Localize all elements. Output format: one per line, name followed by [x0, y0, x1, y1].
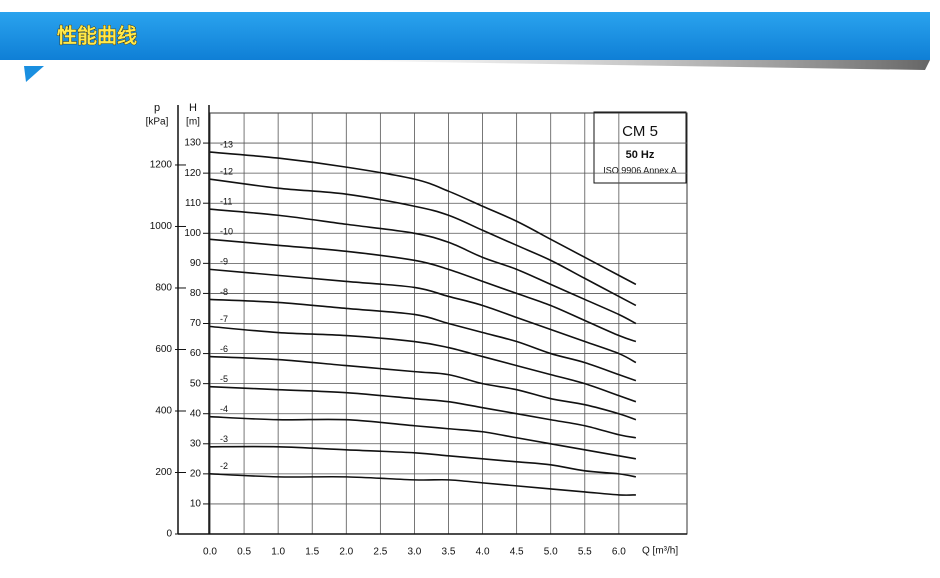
x-tick-label: 0.0 [203, 547, 217, 558]
x-tick-label: 6.0 [612, 547, 626, 558]
curve-label: -9 [220, 257, 228, 267]
y-tick-label: 100 [184, 228, 201, 239]
header-bar [0, 12, 930, 60]
y2-tick-label: 200 [155, 467, 172, 478]
pump-curve [209, 208, 637, 325]
x-tick-label: 2.5 [373, 547, 387, 558]
x-tick-label: 1.0 [271, 547, 285, 558]
info-frequency: 50 Hz [626, 149, 655, 161]
y-tick-label: 20 [190, 468, 202, 479]
y-tick-label: 110 [185, 198, 201, 209]
pump-curve [209, 473, 636, 496]
curve-label: -5 [220, 374, 228, 384]
y-tick-label: 120 [184, 168, 201, 179]
pump-curve [209, 385, 637, 439]
x-tick-label: 1.5 [305, 547, 319, 558]
y2-tick-label: 0 [166, 529, 172, 540]
pump-curve [209, 151, 637, 286]
y2-tick-label: 600 [155, 344, 172, 355]
y2-tick-label: 400 [155, 406, 172, 417]
y2-tick-label: 1200 [150, 160, 173, 171]
y2-label: p [154, 102, 160, 114]
y-tick-label: 80 [190, 288, 202, 299]
info-standard: ISO 9906 Annex A [603, 165, 677, 175]
y-tick-label: 10 [190, 499, 202, 510]
header-title: 性能曲线 [57, 23, 137, 47]
y-tick-label: 40 [190, 408, 202, 419]
x-label: Q [m³/h] [642, 546, 678, 557]
curve-label: -2 [220, 461, 228, 471]
pump-curve [209, 355, 637, 421]
curve-label: -4 [220, 404, 228, 414]
header-triangle [24, 66, 44, 82]
x-tick-label: 4.0 [476, 547, 490, 558]
x-tick-label: 2.0 [339, 547, 353, 558]
pump-curve [209, 415, 637, 460]
y-tick-label: 60 [190, 348, 202, 359]
pump-curve [209, 325, 637, 403]
chart: CM 5 50 Hz ISO 9906 Annex A H [m] p [kPa… [146, 102, 688, 558]
curve-label: -7 [220, 314, 228, 324]
y-tick-label: 30 [190, 438, 202, 449]
pump-curve [209, 268, 637, 364]
pump-curve [209, 445, 637, 478]
y2-unit: [kPa] [146, 117, 169, 128]
y-label: H [189, 102, 197, 114]
pump-curve [209, 298, 637, 382]
x-tick-label: 5.0 [544, 547, 558, 558]
y-tick-label: 70 [190, 318, 202, 329]
y2-tick-label: 800 [155, 283, 172, 294]
curve-label: -10 [220, 227, 233, 237]
curve-label: -13 [220, 139, 233, 149]
x-tick-label: 3.0 [407, 547, 421, 558]
curve-label: -3 [220, 434, 228, 444]
y-unit: [m] [186, 117, 200, 128]
x-tick-label: 5.5 [578, 547, 592, 558]
pump-curve [209, 178, 637, 307]
x-tick-label: 0.5 [237, 547, 251, 558]
x-tick-label: 4.5 [510, 547, 524, 558]
y-tick-label: 50 [190, 378, 202, 389]
x-tick-label: 3.5 [442, 547, 456, 558]
y-tick-label: 90 [190, 258, 202, 269]
pump-curve [209, 238, 637, 343]
info-model: CM 5 [622, 123, 658, 140]
curve-label: -11 [220, 197, 232, 207]
curve-label: -12 [220, 167, 233, 177]
info-box [593, 111, 687, 184]
y-tick-label: 130 [184, 138, 201, 149]
y2-tick-label: 1000 [150, 221, 173, 232]
curve-label: -8 [220, 287, 228, 297]
header-shadow [300, 60, 930, 70]
curve-label: -6 [220, 344, 228, 354]
